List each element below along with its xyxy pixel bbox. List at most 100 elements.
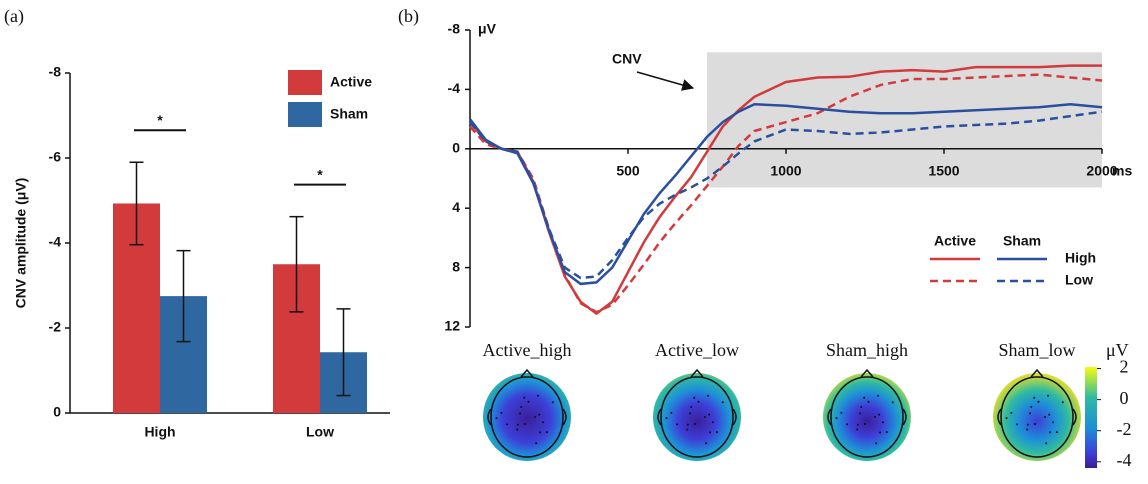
electrode	[689, 412, 692, 415]
electrode	[707, 394, 710, 397]
annotation-arrow	[636, 71, 695, 91]
electrode	[863, 422, 866, 425]
electrode	[860, 406, 863, 409]
topomap-heads	[483, 368, 1081, 461]
electrode	[835, 417, 838, 420]
electrode	[541, 421, 544, 424]
electrode	[519, 412, 522, 415]
x-unit: ms	[1112, 163, 1132, 179]
electrode	[1061, 401, 1064, 404]
electrode	[1026, 428, 1029, 431]
electrode	[670, 411, 673, 414]
ear	[487, 408, 567, 426]
electrode	[715, 431, 718, 434]
error-bar	[289, 215, 304, 313]
nose	[860, 368, 874, 378]
electrode	[1037, 400, 1040, 403]
ear	[997, 408, 1077, 426]
electrode	[1051, 421, 1054, 424]
topomap	[483, 373, 571, 461]
electrode	[506, 423, 509, 426]
legend-label: Active	[330, 74, 372, 90]
y-tick-label: -4	[448, 80, 461, 96]
electrode	[709, 431, 712, 434]
colorbar-tick-label: -4	[1117, 450, 1132, 470]
legend-label: Sham	[330, 106, 368, 122]
nose	[1030, 368, 1044, 378]
y-tick-label: -2	[49, 319, 62, 335]
topomap	[993, 373, 1081, 461]
electrode	[863, 396, 866, 399]
electrode	[537, 394, 540, 397]
electrode	[1049, 431, 1052, 434]
y-tick-label: -8	[448, 21, 461, 37]
topomap	[653, 373, 741, 461]
error-bar	[336, 308, 351, 397]
legend-row: High	[1065, 250, 1096, 266]
electrode	[891, 401, 894, 404]
electrode	[535, 442, 538, 445]
electrode	[878, 413, 881, 416]
electrode	[500, 411, 503, 414]
x-tick-label: 1000	[770, 163, 801, 179]
electrode	[676, 423, 679, 426]
electrode	[538, 413, 541, 416]
electrode	[885, 431, 888, 434]
electrode	[527, 400, 530, 403]
electrode	[875, 442, 878, 445]
electrode	[721, 401, 724, 404]
electrode	[534, 416, 536, 418]
legend-swatch	[288, 102, 322, 127]
line-series	[469, 110, 1103, 280]
electrode	[516, 423, 519, 426]
electrode	[1047, 394, 1050, 397]
topomap-title: Active_high	[483, 340, 572, 360]
electrode	[520, 406, 523, 409]
topomap-title: Active_low	[655, 340, 739, 360]
colorbar-tick-label: 0	[1120, 388, 1129, 408]
topomap-title: Sham_high	[826, 340, 908, 360]
electrode	[856, 423, 859, 426]
y-tick-label: 4	[452, 199, 460, 215]
legend-column: Sham	[1003, 233, 1041, 249]
electrode	[686, 428, 689, 431]
y-unit: μV	[478, 21, 497, 37]
electrode	[539, 431, 542, 434]
nose	[690, 368, 704, 378]
electrode	[877, 394, 880, 397]
legend-column: Active	[934, 233, 976, 249]
significance-mark: *	[157, 112, 163, 128]
electrode	[1005, 417, 1008, 420]
nose	[520, 368, 534, 378]
electrode	[545, 431, 548, 434]
y-tick-label: 0	[53, 404, 61, 420]
y-tick-label: 8	[452, 258, 460, 274]
y-tick-label: 0	[452, 140, 460, 156]
electrode	[523, 396, 526, 399]
colorbar-tick-label: 2	[1120, 357, 1129, 377]
y-tick-label: 12	[444, 318, 460, 334]
head-outline	[490, 376, 564, 458]
electrode	[693, 422, 696, 425]
topomap	[823, 373, 911, 461]
panel-label: (b)	[398, 6, 419, 27]
electrode	[693, 396, 696, 399]
electrode	[874, 416, 876, 418]
electrode	[867, 400, 870, 403]
electrode	[859, 412, 862, 415]
electrode	[1044, 416, 1046, 418]
colorbar-label: μV	[1106, 340, 1129, 360]
x-tick-label: Low	[306, 424, 334, 440]
colorbar	[1085, 367, 1097, 468]
electrode	[1016, 423, 1019, 426]
error-bar	[176, 249, 191, 343]
electrode	[697, 400, 700, 403]
y-tick-label: -6	[49, 149, 62, 165]
electrode	[516, 428, 519, 431]
electrode	[1033, 396, 1036, 399]
electrode	[856, 428, 859, 431]
y-tick-label: -4	[49, 234, 62, 250]
electrode	[665, 417, 668, 420]
electrode	[1055, 431, 1058, 434]
